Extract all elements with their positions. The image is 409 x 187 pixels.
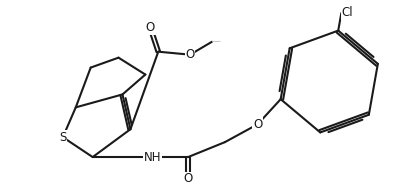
Text: O: O: [184, 172, 193, 186]
Text: O: O: [146, 21, 155, 34]
Text: S: S: [59, 131, 67, 144]
Text: Cl: Cl: [342, 7, 353, 19]
Text: NH: NH: [144, 151, 161, 164]
Text: O: O: [185, 48, 195, 61]
Text: O: O: [253, 118, 262, 131]
Text: methyl stub: methyl stub: [212, 41, 220, 42]
